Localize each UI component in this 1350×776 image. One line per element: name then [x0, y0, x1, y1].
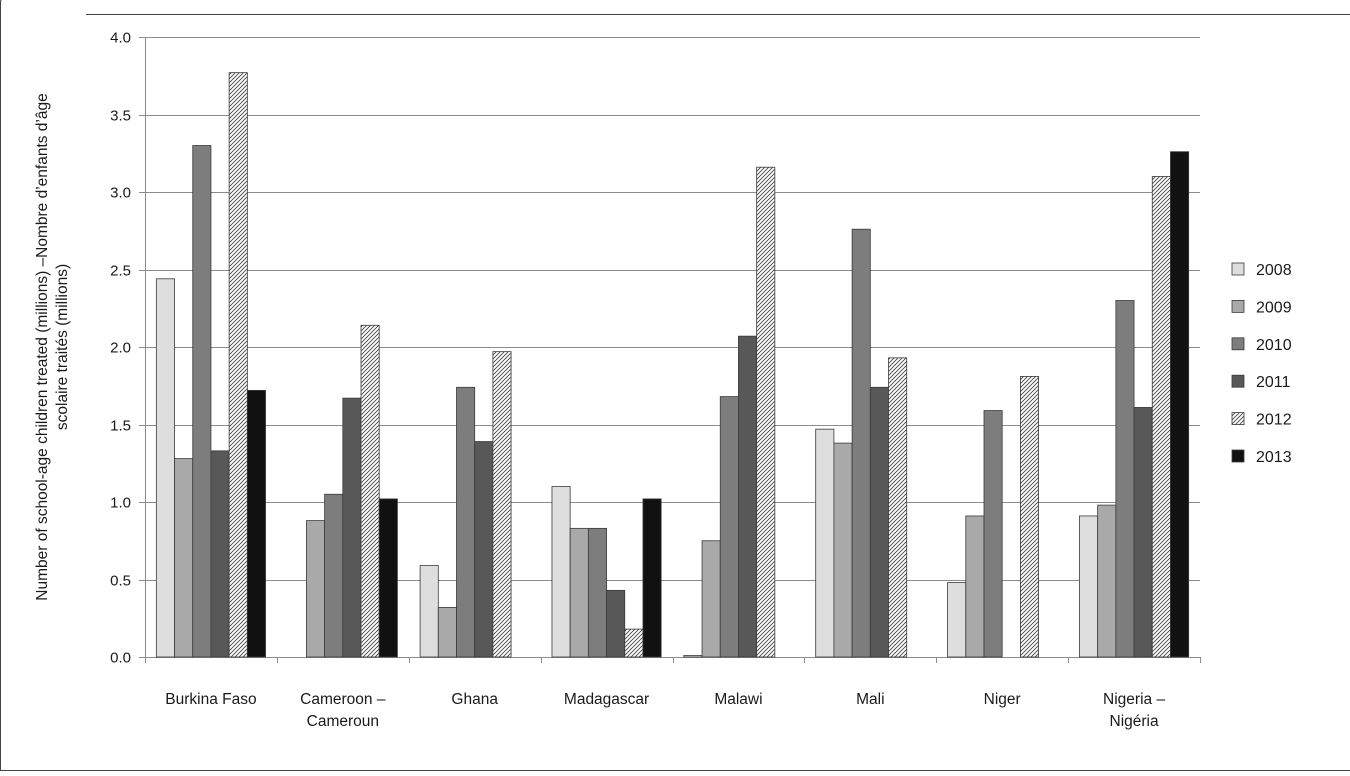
bar-2008 — [1079, 515, 1099, 658]
y-tick-label: 4.0 — [110, 30, 131, 47]
bar-2009 — [569, 527, 589, 658]
bars — [155, 72, 1190, 658]
legend-label: 2010 — [1256, 337, 1292, 354]
x-tick-label-line: Madagascar — [564, 691, 649, 708]
legend-swatch — [1231, 449, 1245, 463]
bar-2010 — [456, 386, 476, 658]
frame-left-edge — [0, 0, 2, 771]
y-axis-title-text: Number of school-age children treated (m… — [34, 93, 71, 600]
x-tick-label-line: Nigéria — [1110, 713, 1159, 730]
x-axis: Burkina Faso Cameroon – Cameroun Ghana Madag… — [145, 657, 1201, 730]
bar-2008 — [683, 655, 703, 658]
bar-2008 — [155, 278, 175, 658]
x-tick-label-line: Niger — [984, 691, 1021, 708]
legend-swatch — [1231, 299, 1245, 313]
legend-swatch — [1231, 262, 1245, 276]
x-tick-label-line: Mali — [856, 691, 884, 708]
x-tick-label: Burkina Faso — [165, 691, 256, 708]
bar-2010 — [324, 493, 344, 658]
bar-2010 — [851, 228, 871, 658]
bar-2011 — [869, 386, 889, 658]
bar-2009 — [174, 458, 194, 658]
legend-label: 2011 — [1256, 374, 1291, 391]
bar-2011 — [474, 441, 494, 658]
bar-2010 — [983, 410, 1003, 658]
bar-2008 — [551, 486, 571, 658]
legend-label: 2013 — [1256, 449, 1292, 466]
bar-2009 — [306, 520, 326, 658]
legend-swatch — [1231, 337, 1245, 351]
bar-2012 — [624, 628, 644, 658]
y-axis-title: Number of school-age children treated (m… — [34, 93, 71, 600]
gridlines — [145, 37, 1200, 581]
bar-2013 — [642, 498, 662, 658]
bar-2008 — [947, 582, 967, 658]
x-tick-label: Cameroon – Cameroun — [300, 691, 386, 730]
bar-2012 — [228, 72, 248, 658]
x-tick-label: Nigeria – Nigéria — [1103, 691, 1165, 730]
x-tick-label-line: Burkina Faso — [165, 691, 256, 708]
y-tick-label: 3.0 — [110, 185, 131, 202]
bar-2012 — [1019, 376, 1039, 658]
x-tick-label: Madagascar — [564, 691, 649, 708]
legend-label: 2012 — [1256, 412, 1292, 429]
bar-2013 — [246, 389, 266, 658]
bar-2012 — [1151, 176, 1171, 658]
y-tick-label: 0.5 — [110, 573, 131, 590]
y-tick-label: 0.0 — [110, 650, 131, 667]
x-tick-label: Niger — [984, 691, 1021, 708]
y-axis-title-line: Number of school-age children treated (m… — [34, 93, 51, 600]
bar-2012 — [360, 324, 380, 658]
bar-2009 — [833, 442, 853, 658]
x-tick-label: Malawi — [714, 691, 762, 708]
bar-2013 — [378, 498, 398, 658]
y-tick-label: 1.5 — [110, 418, 131, 435]
legend: 2008 2009 2010 2011 2012 2013 — [1231, 262, 1292, 466]
x-tick-label-line: Nigeria – — [1103, 691, 1165, 708]
y-tick-label: 1.0 — [110, 495, 131, 512]
legend-label: 2009 — [1256, 299, 1292, 316]
x-tick-label: Mali — [856, 691, 884, 708]
y-axis: 0.0 0.5 1.0 1.5 2.0 2.5 3.0 3.5 4.0 — [110, 30, 146, 667]
bar-2012 — [756, 166, 776, 658]
x-tick-label-line: Ghana — [451, 691, 498, 708]
bar-2009 — [701, 540, 721, 658]
bar-2010 — [1115, 300, 1135, 658]
y-tick-label: 3.5 — [110, 108, 131, 125]
x-tick-label-line: Cameroun — [307, 713, 379, 730]
x-tick-label: Ghana — [451, 691, 498, 708]
bar-2010 — [587, 527, 607, 658]
bar-2009 — [1097, 504, 1117, 658]
bar-2011 — [606, 589, 626, 658]
x-tick-label-line: Cameroon – — [300, 691, 386, 708]
bar-2011 — [210, 450, 230, 658]
y-tick-label: 2.5 — [110, 263, 131, 280]
legend-label: 2008 — [1256, 262, 1292, 279]
y-axis-title-line: scolaire traités (millions) — [54, 264, 71, 430]
bar-2010 — [192, 145, 212, 658]
bar-2012 — [888, 357, 908, 658]
bar-2010 — [719, 396, 739, 658]
bar-2011 — [738, 335, 758, 658]
bar-2012 — [492, 351, 512, 658]
bar-2008 — [419, 565, 439, 658]
x-tick-label-line: Malawi — [714, 691, 762, 708]
bar-2013 — [1170, 151, 1190, 658]
bar-2009 — [437, 607, 457, 658]
legend-swatch — [1231, 412, 1245, 426]
bar-2009 — [965, 515, 985, 658]
bar-2011 — [1133, 407, 1153, 658]
y-tick-label: 2.0 — [110, 340, 131, 357]
legend-swatch — [1231, 374, 1245, 388]
bar-2008 — [815, 428, 835, 658]
bar-2011 — [342, 397, 362, 658]
